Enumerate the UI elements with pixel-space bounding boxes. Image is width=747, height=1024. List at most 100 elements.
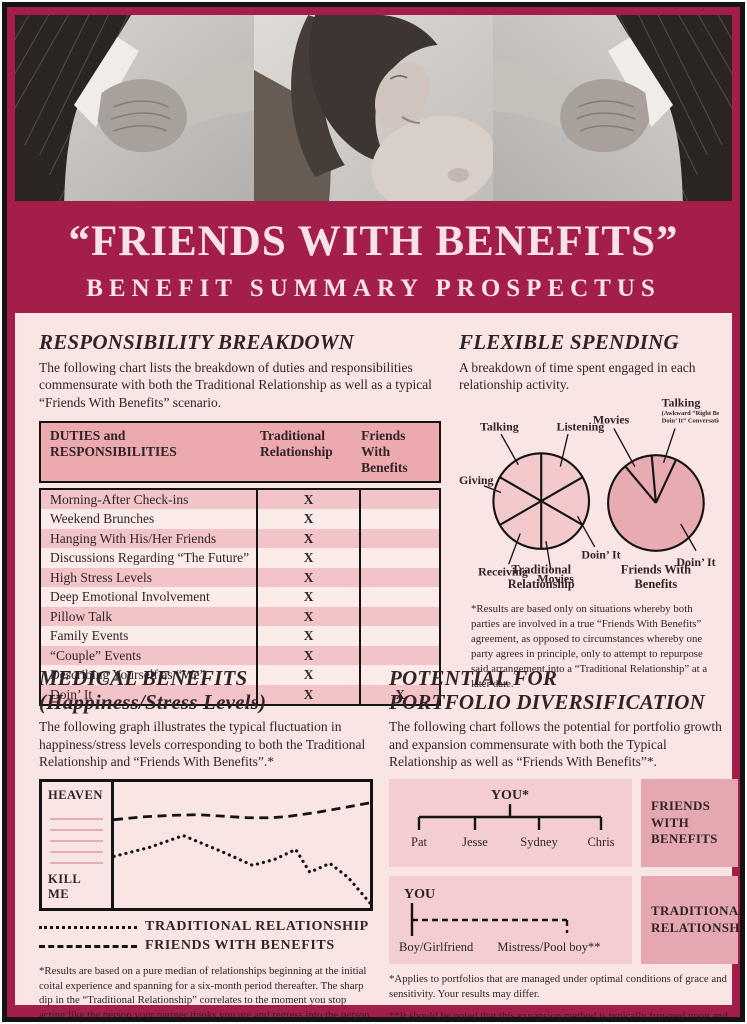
pie-fwb-caption-1: Friends With	[621, 562, 691, 576]
pie-traditional-caption-2: Relationship	[508, 577, 575, 591]
pie-label-movies: Movies	[537, 571, 574, 585]
fwb-tree-root: YOU*	[491, 788, 529, 803]
pie-fwb-label-movies: Movies	[593, 412, 630, 426]
man-head	[371, 115, 493, 201]
flexible-spending-intro: A breakdown of time spent engaged in eac…	[459, 359, 696, 393]
responsibility-heading: RESPONSIBILITY BREAKDOWN	[39, 330, 355, 354]
table-row: Hanging With His/Her Friends X	[41, 528, 439, 549]
pie-traditional-dividers	[499, 452, 584, 549]
handshake-illustration	[15, 15, 254, 201]
portfolio-heading-line1: POTENTIAL FOR	[389, 666, 558, 690]
table-row: “Couple” Events X	[41, 645, 439, 666]
traditional-tree-leaf-primary: Boy/Girlfriend	[399, 940, 474, 954]
medical-heading-line1: MEDICAL BENEFITS	[39, 666, 248, 690]
pie-label-receiving: Receiving	[478, 564, 528, 578]
pie-label-giving: Giving	[459, 472, 494, 486]
pie-fwb-caption-2: Benefits	[635, 577, 678, 591]
graph-plot-area	[114, 782, 370, 908]
masthead: “FRIENDS WITH BENEFITS” BENEFIT SUMMARY …	[15, 201, 732, 313]
poster-subtitle: BENEFIT SUMMARY PROSPECTUS	[86, 275, 661, 302]
duties-table-body: Morning-After Check-ins X Weekend Brunche…	[39, 487, 441, 707]
poster-crimson-frame: “FRIENDS WITH BENEFITS” BENEFIT SUMMARY …	[7, 7, 740, 1017]
kissing-couple-illustration	[254, 15, 493, 201]
legend-label-fwb: FRIENDS WITH BENEFITS	[145, 938, 335, 954]
dashed-line-swatch	[39, 944, 137, 948]
responsibility-intro: The following chart lists the breakdown …	[39, 359, 432, 410]
handshake-illustration-mirrored	[493, 15, 732, 201]
traditional-tree-svg: YOU Boy/Girlfriend Mistress/Pool boy**	[399, 887, 601, 954]
portfolio-intro: The following chart follows the potentia…	[389, 719, 722, 770]
pie-label-talking: Talking	[480, 419, 519, 433]
traditional-dotted-line	[114, 833, 370, 905]
portfolio-footnote-1: *Applies to portfolios that are managed …	[389, 972, 727, 1000]
poster-title: “FRIENDS WITH BENEFITS”	[68, 218, 679, 265]
pie-label-listening: Listening	[557, 419, 605, 433]
photo-strip	[15, 15, 732, 201]
pie-fwb-talking-note-2: Doin’ It” Conversation)	[662, 417, 719, 424]
handshake-photo-left	[15, 15, 254, 201]
traditional-tree-leaf-secondary: Mistress/Pool boy**	[497, 940, 600, 954]
fwb-tree-diagram: YOU* Pat Jesse Sydney Chris	[389, 778, 632, 867]
woman-hair	[308, 15, 438, 162]
graph-legend: TRADITIONAL RELATIONSHIP FRIENDS WITH BE…	[39, 918, 373, 956]
dotted-line-swatch	[39, 925, 137, 929]
legend-label-traditional: TRADITIONAL RELATIONSHIP	[145, 919, 369, 935]
graph-y-axis: HEAVEN KILL ME	[42, 781, 114, 908]
flexible-spending-footnote: *Results are based only on situations wh…	[471, 603, 708, 690]
table-row: Family Events X	[41, 626, 439, 646]
duties-table: DUTIES and RESPONSIBILITIES Traditional …	[39, 421, 441, 707]
section-portfolio-diversification: POTENTIAL FOR PORTFOLIO DIVERSIFICATION …	[389, 666, 740, 1017]
table-row: Discussions Regarding “The Future” X	[41, 548, 439, 568]
graph-lines-svg	[114, 801, 370, 905]
pie-pointer-lines	[483, 427, 697, 570]
col-header-traditional: Traditional Relationship	[260, 428, 333, 460]
pie-label-doin-it: Doin’ It	[581, 547, 620, 561]
fwb-tree-svg: YOU* Pat Jesse Sydney Chris	[411, 788, 615, 849]
y-axis-top-label: HEAVEN	[48, 787, 103, 802]
clasped-hands	[97, 79, 187, 153]
pie-traditional-caption-1: Traditional	[511, 562, 571, 576]
section-medical-benefits: MEDICAL BENEFITS (Happiness/Stress Level…	[39, 666, 373, 1017]
pie-charts-svg: Talking Listening Giving Receiving Movie…	[459, 395, 719, 591]
portfolio-footnote-2: **It should be noted that this expansion…	[389, 1010, 731, 1017]
pie-fwb-talking-note-1: (Awkward “Right Before	[662, 410, 719, 417]
col-header-fwb: Friends With Benefits	[361, 428, 408, 475]
shirt-cuff	[74, 37, 139, 127]
table-row: High Stress Levels X	[41, 567, 439, 588]
portfolio-heading-line2: PORTFOLIO DIVERSIFICATION	[389, 689, 705, 714]
pie-fwb-dividers	[624, 454, 678, 504]
fwb-label-box: FRIENDS WITH BENEFITS	[641, 778, 738, 867]
pie-charts: Talking Listening Giving Receiving Movie…	[459, 394, 719, 595]
traditional-tree-diagram: YOU Boy/Girlfriend Mistress/Pool boy**	[389, 875, 632, 964]
fwb-tree-leaf-chris: Chris	[587, 835, 614, 849]
traditional-tree-dashed-line	[412, 918, 569, 933]
table-row: Doin’ It X X	[41, 684, 439, 705]
lips-line	[401, 116, 420, 124]
handshake-photo-right	[493, 15, 732, 201]
flexible-spending-heading: FLEXIBLE SPENDING	[459, 330, 679, 354]
fwb-tree-leaf-pat: Pat	[411, 835, 428, 849]
section-flexible-spending: FLEXIBLE SPENDING A breakdown of time sp…	[459, 330, 719, 689]
table-row: Deep Emotional Involvement X	[41, 587, 439, 607]
legend-row-fwb: FRIENDS WITH BENEFITS	[39, 937, 373, 956]
pie-fwb-label-talking: Talking	[662, 395, 701, 409]
duties-table-header: DUTIES and RESPONSIBILITIES Traditional …	[39, 421, 441, 483]
fwb-tree-leaf-sydney: Sydney	[520, 835, 558, 849]
traditional-tree-root: YOU	[404, 887, 435, 902]
medical-footnote: *Results are based on a pure median of r…	[39, 964, 370, 1017]
medical-intro: The following graph illustrates the typi…	[39, 719, 366, 770]
table-row: Morning-After Check-ins X	[41, 489, 439, 510]
finger-lines	[111, 100, 171, 132]
content-panel: RESPONSIBILITY BREAKDOWN The following c…	[15, 313, 740, 1017]
traditional-label-box: TRADITIONAL RELATIONSHIP	[641, 875, 740, 964]
pie-fwb-label-doin-it: Doin’ It	[676, 555, 715, 569]
ruled-lines	[50, 808, 103, 866]
section-responsibility-breakdown: RESPONSIBILITY BREAKDOWN The following c…	[39, 330, 445, 707]
portfolio-diagrams: YOU* Pat Jesse Sydney Chris	[389, 778, 740, 964]
table-row: Pillow Talk X	[41, 606, 439, 627]
fwb-dashed-line	[114, 801, 370, 821]
fwb-tree-leaf-jesse: Jesse	[462, 835, 488, 849]
brow-line	[389, 75, 408, 80]
